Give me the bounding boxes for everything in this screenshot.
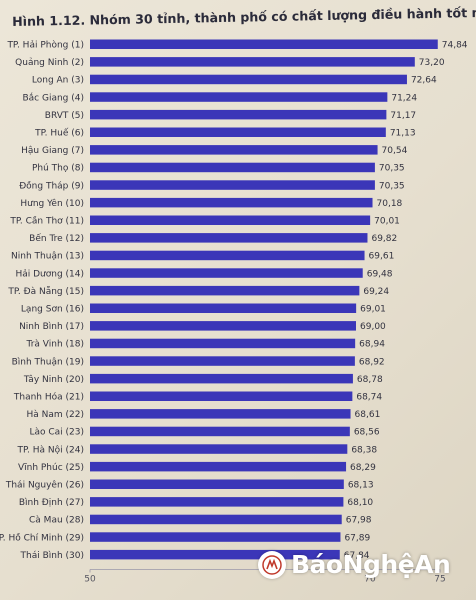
category-label: Long An (3) bbox=[32, 76, 84, 86]
category-label: Thái Nguyên (26) bbox=[5, 479, 84, 490]
watermark: BáoNghệAn bbox=[258, 550, 451, 579]
value-label: 68,29 bbox=[350, 463, 376, 473]
value-label: 69,61 bbox=[369, 252, 395, 262]
bar bbox=[90, 426, 350, 437]
category-label: Vĩnh Phúc (25) bbox=[18, 463, 84, 473]
value-label: 72,64 bbox=[411, 76, 437, 86]
value-label: 70,35 bbox=[379, 164, 405, 174]
watermark-text: BáoNghệAn bbox=[291, 550, 451, 579]
bar bbox=[90, 409, 351, 419]
bar bbox=[90, 127, 386, 137]
value-label: 68,78 bbox=[357, 375, 383, 385]
bar bbox=[90, 514, 342, 525]
value-label: 70,18 bbox=[377, 199, 403, 209]
category-label: Trà Vinh (18) bbox=[26, 340, 84, 350]
value-label: 68,38 bbox=[351, 445, 377, 455]
category-label: Hưng Yên (10) bbox=[20, 198, 84, 209]
category-label: Bình Thuận (19) bbox=[12, 357, 84, 367]
value-label: 74,84 bbox=[442, 40, 468, 50]
value-label: 70,35 bbox=[379, 181, 405, 191]
bar bbox=[90, 145, 378, 155]
value-label: 69,24 bbox=[363, 287, 389, 297]
category-label: TP. Cần Thơ (11) bbox=[9, 215, 84, 226]
value-label: 69,48 bbox=[367, 269, 393, 279]
bar bbox=[90, 197, 373, 208]
value-label: 67,84 bbox=[344, 551, 370, 561]
category-label: Lạng Sơn (16) bbox=[21, 304, 84, 314]
bar bbox=[90, 285, 360, 296]
bar bbox=[90, 373, 353, 384]
value-label: 68,92 bbox=[359, 357, 385, 367]
value-label: 68,56 bbox=[354, 428, 380, 438]
value-label: 67,89 bbox=[344, 533, 370, 543]
category-label: TP. Hải Phòng (1) bbox=[6, 39, 84, 50]
bar bbox=[90, 356, 355, 366]
value-label: 69,82 bbox=[371, 234, 397, 244]
bar bbox=[90, 321, 356, 331]
category-label: Cà Mau (28) bbox=[29, 516, 84, 526]
category-label: TP. Hà Nội (24) bbox=[17, 444, 84, 455]
bar bbox=[90, 461, 347, 472]
value-label: 73,20 bbox=[419, 58, 445, 68]
bar bbox=[90, 268, 363, 278]
bar bbox=[90, 57, 415, 67]
bar bbox=[90, 92, 388, 102]
value-label: 68,13 bbox=[348, 480, 374, 490]
value-label: 70,54 bbox=[382, 146, 408, 156]
category-label: TP. Đà Nẵng (15) bbox=[7, 286, 84, 297]
value-label: 70,01 bbox=[374, 216, 400, 226]
category-label: TP. Huế (6) bbox=[34, 127, 84, 138]
bar bbox=[90, 180, 375, 190]
category-label: Ninh Bình (17) bbox=[19, 322, 84, 332]
value-label: 69,00 bbox=[360, 322, 386, 332]
bar bbox=[90, 233, 368, 243]
bar bbox=[90, 162, 375, 173]
category-label: BRVT (5) bbox=[45, 111, 84, 121]
value-label: 71,13 bbox=[390, 128, 416, 138]
category-label: Phú Thọ (8) bbox=[32, 164, 84, 174]
value-label: 68,10 bbox=[347, 498, 373, 508]
bar bbox=[90, 497, 344, 507]
value-label: 71,17 bbox=[390, 111, 416, 121]
bar bbox=[90, 479, 344, 489]
category-label: Tây Ninh (20) bbox=[23, 375, 84, 385]
value-label: 68,74 bbox=[356, 392, 382, 402]
bar bbox=[90, 215, 371, 225]
bar bbox=[90, 549, 340, 560]
bar bbox=[90, 444, 348, 454]
value-label: 68,61 bbox=[355, 410, 381, 420]
category-label: Ninh Thuận (13) bbox=[11, 252, 84, 262]
bar bbox=[90, 250, 365, 261]
newspaper-logo-icon bbox=[258, 550, 286, 579]
bar bbox=[90, 303, 357, 313]
category-label: Đồng Tháp (9) bbox=[19, 180, 84, 191]
plot-area: TP. Hải Phòng (1) 74,84 Quảng Ninh (2) 73,2… bbox=[0, 39, 468, 584]
category-label: Lào Cai (23) bbox=[29, 428, 84, 438]
value-label: 67,98 bbox=[346, 516, 372, 526]
x-tick-label: 50 bbox=[84, 575, 96, 585]
bar bbox=[90, 532, 341, 542]
bar bbox=[90, 39, 438, 49]
x-tick-label: 75 bbox=[434, 575, 445, 585]
category-label: Thanh Hóa (21) bbox=[13, 391, 84, 402]
bar bbox=[90, 109, 387, 120]
value-label: 71,24 bbox=[391, 93, 417, 103]
category-label: Thái Bình (30) bbox=[20, 551, 85, 561]
category-label: Hậu Giang (7) bbox=[21, 146, 84, 156]
category-label: Bến Tre (12) bbox=[29, 233, 84, 244]
bar bbox=[90, 74, 407, 85]
bar bbox=[90, 391, 353, 401]
category-label: Bắc Giang (4) bbox=[22, 92, 84, 103]
category-label: Quảng Ninh (2) bbox=[15, 57, 84, 68]
value-label: 69,01 bbox=[360, 304, 386, 314]
category-label: Hải Dương (14) bbox=[15, 268, 84, 279]
value-label: 68,94 bbox=[359, 340, 385, 350]
category-label: Hà Nam (22) bbox=[27, 410, 85, 420]
category-label: TP. Hồ Chí Minh (29) bbox=[0, 532, 84, 543]
x-tick-label: 70 bbox=[364, 575, 376, 585]
bar bbox=[90, 338, 356, 349]
category-label: Bình Định (27) bbox=[19, 498, 84, 508]
